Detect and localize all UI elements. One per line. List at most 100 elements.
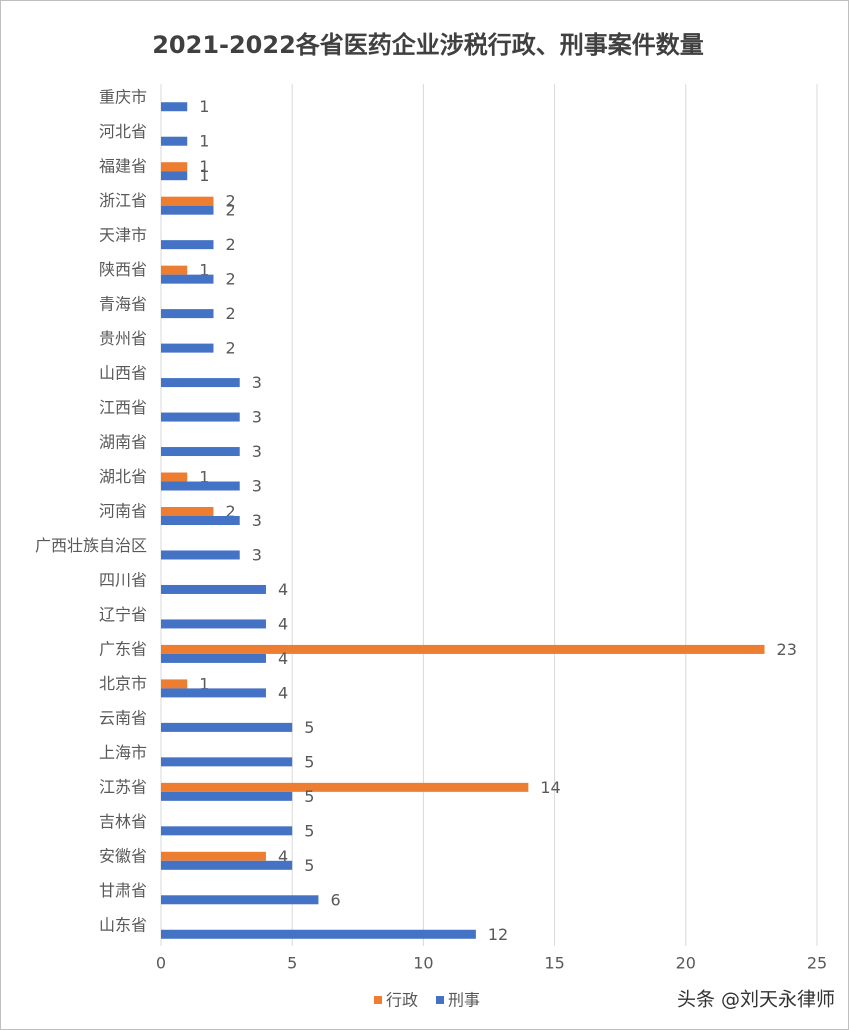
bar — [161, 688, 266, 698]
bar — [161, 309, 214, 319]
bar — [161, 584, 266, 594]
data-label: 1 — [199, 166, 209, 185]
x-tick-label: 0 — [156, 954, 166, 973]
bar — [161, 274, 214, 284]
data-label: 6 — [330, 890, 340, 909]
data-label: 3 — [252, 511, 262, 530]
y-tick-label: 安徽省 — [99, 846, 147, 865]
y-tick-label: 湖南省 — [99, 433, 147, 452]
legend-label: 行政 — [386, 991, 418, 1010]
data-label: 5 — [304, 718, 314, 737]
data-label: 3 — [252, 477, 262, 496]
bar — [161, 895, 319, 905]
bar — [161, 516, 240, 525]
x-tick-label: 5 — [287, 954, 297, 973]
x-tick-label: 15 — [544, 954, 564, 973]
y-tick-label: 辽宁省 — [99, 605, 147, 624]
bar — [161, 550, 240, 560]
data-label: 1 — [199, 468, 209, 487]
data-label: 5 — [304, 752, 314, 771]
y-tick-label: 重庆市 — [99, 88, 147, 107]
bar — [161, 240, 214, 250]
y-tick-label: 青海省 — [99, 295, 147, 314]
bar — [161, 791, 293, 801]
data-label: 23 — [777, 640, 797, 659]
y-tick-label: 福建省 — [99, 157, 147, 176]
data-label: 4 — [278, 580, 288, 599]
y-tick-label: 河北省 — [99, 122, 147, 141]
data-label: 2 — [225, 304, 235, 323]
bar — [161, 472, 188, 482]
data-label: 2 — [225, 192, 235, 211]
data-label: 2 — [225, 339, 235, 358]
bar — [161, 826, 293, 836]
data-label: 2 — [225, 235, 235, 254]
y-tick-label: 北京市 — [99, 674, 147, 693]
bar — [161, 343, 214, 353]
x-tick-label: 25 — [807, 954, 827, 973]
bar — [161, 412, 240, 422]
bar — [161, 136, 188, 146]
bar — [161, 644, 765, 654]
data-label: 1 — [199, 157, 209, 176]
y-tick-label: 吉林省 — [99, 812, 147, 831]
data-label: 3 — [252, 545, 262, 564]
y-tick-label: 江苏省 — [99, 777, 147, 796]
bar — [161, 679, 188, 689]
y-tick-label: 山西省 — [99, 364, 147, 383]
data-label: 2 — [225, 201, 235, 220]
bar — [161, 171, 188, 181]
legend-label: 刑事 — [448, 991, 480, 1010]
x-tick-label: 20 — [676, 954, 696, 973]
bar — [161, 196, 214, 206]
data-label: 4 — [278, 649, 288, 668]
y-tick-label: 广东省 — [99, 639, 147, 658]
data-label: 4 — [278, 683, 288, 702]
y-tick-label: 广西壮族自治区 — [35, 536, 147, 555]
y-tick-label: 河南省 — [99, 502, 147, 521]
y-tick-label: 湖北省 — [99, 467, 147, 486]
data-label: 1 — [199, 132, 209, 151]
data-label: 12 — [488, 925, 508, 944]
y-tick-label: 陕西省 — [99, 260, 147, 279]
bar — [161, 378, 240, 388]
watermark: 头条 @刘天永律师 — [677, 989, 835, 1011]
data-label: 5 — [304, 787, 314, 806]
data-label: 3 — [252, 408, 262, 427]
y-tick-label: 上海市 — [99, 743, 147, 762]
data-label: 3 — [252, 373, 262, 392]
bar — [161, 205, 214, 215]
data-label: 2 — [225, 502, 235, 521]
bar — [161, 722, 293, 732]
y-tick-label: 贵州省 — [99, 329, 147, 348]
data-label: 5 — [304, 821, 314, 840]
bar — [161, 929, 476, 939]
bar — [161, 851, 266, 861]
bar — [161, 757, 293, 767]
data-label: 3 — [252, 442, 262, 461]
bar — [161, 860, 293, 870]
data-label: 2 — [225, 270, 235, 289]
data-label: 1 — [199, 674, 209, 693]
y-tick-label: 甘肃省 — [99, 881, 147, 900]
y-tick-label: 浙江省 — [99, 191, 147, 210]
bar — [161, 782, 529, 792]
legend-swatch — [436, 996, 444, 1004]
bar — [161, 162, 188, 172]
bar — [161, 102, 188, 112]
data-label: 14 — [540, 778, 560, 797]
y-tick-label: 江西省 — [99, 398, 147, 417]
chart-title: 2021-2022各省医药企业涉税行政、刑事案件数量 — [152, 31, 704, 59]
y-tick-label: 天津市 — [99, 226, 147, 245]
data-label: 4 — [278, 847, 288, 866]
data-label: 1 — [199, 261, 209, 280]
y-tick-label: 山东省 — [99, 915, 147, 934]
data-label: 5 — [304, 856, 314, 875]
bar — [161, 265, 188, 275]
data-label: 1 — [199, 97, 209, 116]
bar — [161, 481, 240, 491]
bar — [161, 507, 214, 516]
legend-swatch — [374, 996, 382, 1004]
